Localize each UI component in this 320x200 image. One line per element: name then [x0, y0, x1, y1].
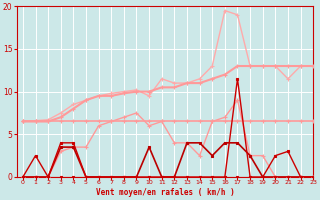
X-axis label: Vent moyen/en rafales ( km/h ): Vent moyen/en rafales ( km/h ): [96, 188, 234, 197]
